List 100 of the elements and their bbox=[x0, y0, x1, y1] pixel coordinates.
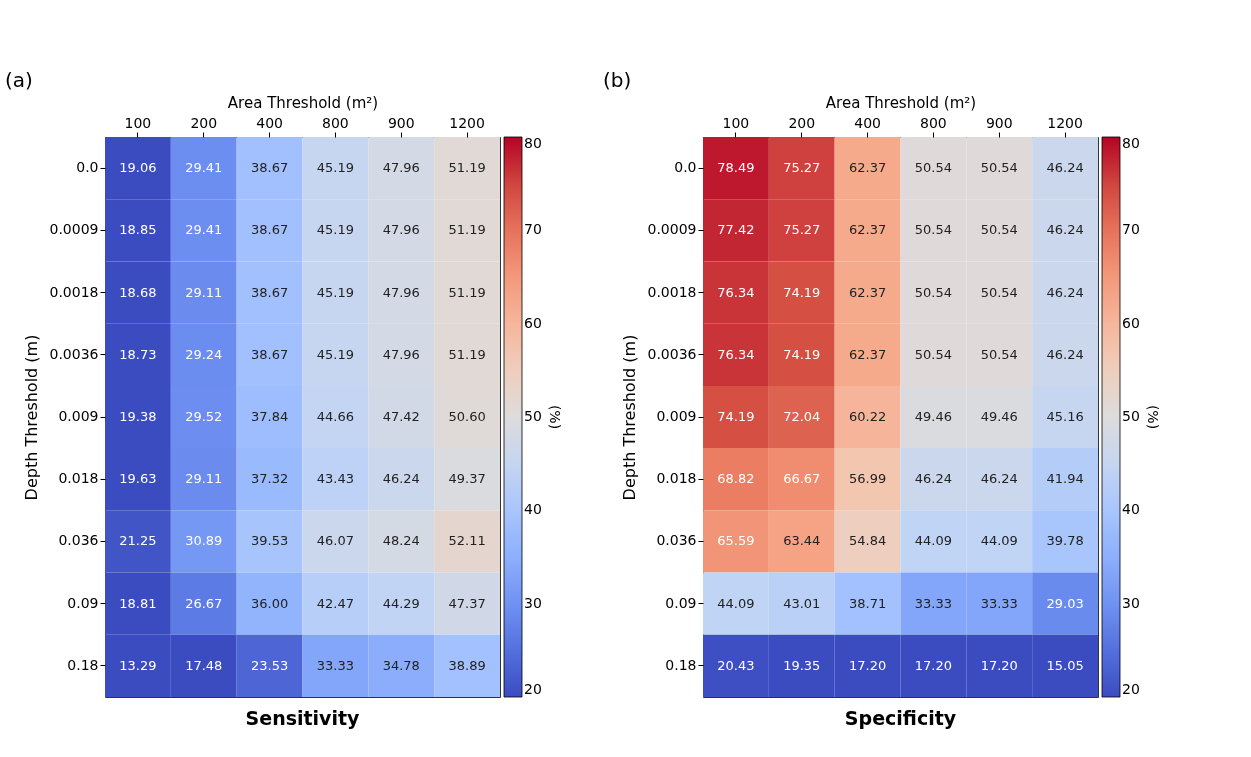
data-label: 23.53 bbox=[250, 657, 289, 673]
y-tick-label: 0.09 bbox=[665, 594, 697, 611]
data-label: 46.24 bbox=[1046, 222, 1084, 238]
color-bar-title: (%) bbox=[1145, 404, 1161, 430]
data-label: 51.19 bbox=[448, 284, 486, 300]
data-label: 21.25 bbox=[119, 533, 157, 549]
y-tick-label: 0.0 bbox=[76, 159, 99, 176]
data-label: 65.59 bbox=[717, 533, 755, 549]
data-label: 38.71 bbox=[848, 595, 887, 611]
data-label: 49.46 bbox=[980, 409, 1018, 424]
x-tick-label: 900 bbox=[985, 114, 1013, 131]
text: Sensitivity bbox=[245, 707, 361, 729]
data-label: 75.27 bbox=[783, 222, 821, 238]
data-label: 34.78 bbox=[382, 657, 420, 673]
y-tick-label: 0.09 bbox=[67, 594, 99, 611]
data-label: 38.67 bbox=[250, 222, 289, 238]
color-bar-label: 60 bbox=[1122, 314, 1140, 331]
data-label: 17.20 bbox=[848, 657, 887, 673]
data-label: 49.37 bbox=[448, 471, 486, 487]
data-label: 66.67 bbox=[783, 471, 821, 487]
data-label: 50.54 bbox=[914, 160, 953, 176]
x-tick-label: 1200 bbox=[449, 114, 485, 131]
data-label: 44.66 bbox=[316, 409, 355, 424]
data-label: 13.29 bbox=[119, 657, 157, 673]
data-label: 30.89 bbox=[185, 533, 223, 549]
data-label: 44.29 bbox=[382, 595, 420, 611]
y-tick-label: 0.009 bbox=[58, 408, 99, 424]
data-label: 44.09 bbox=[914, 533, 953, 549]
y-tick-label: 0.18 bbox=[67, 656, 99, 673]
data-label: 46.24 bbox=[1046, 160, 1084, 176]
data-label: 15.05 bbox=[1046, 657, 1084, 673]
data-label: 46.24 bbox=[914, 471, 953, 487]
data-label: 38.67 bbox=[250, 160, 289, 176]
data-label: 39.78 bbox=[1046, 533, 1084, 549]
y-tick-label: 0.0036 bbox=[647, 345, 697, 362]
data-label: 50.54 bbox=[980, 346, 1018, 362]
color-bar-label: 40 bbox=[524, 501, 542, 518]
data-label: 51.19 bbox=[448, 222, 486, 238]
data-label: 51.19 bbox=[448, 160, 486, 176]
data-label: 50.60 bbox=[448, 409, 486, 424]
y-tick-label: 0.018 bbox=[58, 470, 99, 487]
data-label: 37.84 bbox=[250, 409, 289, 424]
data-label: 62.37 bbox=[848, 284, 887, 300]
data-label: 18.73 bbox=[119, 346, 157, 362]
data-label: 62.37 bbox=[848, 160, 887, 176]
data-label: 29.52 bbox=[185, 409, 223, 424]
data-label: 29.11 bbox=[185, 284, 223, 300]
data-label: 29.41 bbox=[185, 160, 223, 176]
data-label: 39.53 bbox=[250, 533, 289, 549]
x-tick-label: 100 bbox=[722, 114, 750, 131]
x-axis-title: Area Threshold (m²) bbox=[825, 93, 977, 112]
data-label: 78.49 bbox=[717, 160, 755, 176]
data-label: 45.19 bbox=[316, 284, 355, 300]
y-tick-label: 0.0009 bbox=[49, 221, 99, 238]
data-label: 74.19 bbox=[717, 409, 755, 424]
data-label: 43.43 bbox=[316, 471, 355, 487]
data-label: 49.46 bbox=[914, 409, 953, 424]
data-label: 33.33 bbox=[914, 595, 953, 611]
data-label: 19.35 bbox=[783, 657, 821, 673]
x-tick-label: 100 bbox=[124, 114, 152, 131]
data-label: 45.19 bbox=[316, 346, 355, 362]
y-tick-label: 0.018 bbox=[656, 470, 697, 487]
y-tick-label: 0.036 bbox=[656, 532, 697, 549]
data-label: 43.01 bbox=[783, 595, 821, 611]
data-label: 46.24 bbox=[382, 471, 420, 487]
y-tick-label: 0.0036 bbox=[49, 345, 99, 362]
data-label: 47.42 bbox=[382, 409, 420, 424]
x-tick-label: 200 bbox=[788, 114, 816, 131]
data-label: 38.67 bbox=[250, 284, 289, 300]
color-bar-label: 30 bbox=[524, 594, 542, 611]
data-label: 29.41 bbox=[185, 222, 223, 238]
data-label: 18.81 bbox=[119, 595, 157, 611]
y-tick-label: 0.18 bbox=[665, 656, 697, 673]
y-axis-title: Depth Threshold (m) bbox=[619, 334, 639, 501]
color-bar-label: 50 bbox=[1122, 408, 1140, 424]
data-label: 77.42 bbox=[717, 222, 755, 238]
x-tick-label: 1200 bbox=[1047, 114, 1083, 131]
data-label: 51.19 bbox=[448, 346, 486, 362]
color-bar-label: 70 bbox=[524, 221, 542, 238]
data-label: 63.44 bbox=[783, 533, 821, 549]
data-label: 74.19 bbox=[783, 284, 821, 300]
data-label: 19.63 bbox=[119, 471, 157, 487]
data-label: 76.34 bbox=[717, 284, 755, 300]
data-label: 38.67 bbox=[250, 346, 289, 362]
data-label: 42.47 bbox=[316, 595, 355, 611]
data-label: 18.85 bbox=[119, 222, 157, 238]
y-axis-title: Depth Threshold (m) bbox=[21, 334, 41, 501]
color-bar-label: 70 bbox=[1122, 221, 1140, 238]
data-label: 48.24 bbox=[382, 533, 420, 549]
data-label: 72.04 bbox=[783, 409, 821, 424]
data-label: 47.96 bbox=[382, 284, 420, 300]
data-label: 75.27 bbox=[783, 160, 821, 176]
data-label: 17.20 bbox=[980, 657, 1018, 673]
data-label: 45.19 bbox=[316, 222, 355, 238]
data-label: 54.84 bbox=[848, 533, 887, 549]
y-tick-label: 0.0018 bbox=[647, 283, 697, 300]
y-tick-label: 0.036 bbox=[58, 532, 99, 549]
color-bar-label: 80 bbox=[1122, 135, 1140, 151]
x-tick-label: 800 bbox=[322, 114, 349, 131]
data-label: 17.20 bbox=[914, 657, 953, 673]
